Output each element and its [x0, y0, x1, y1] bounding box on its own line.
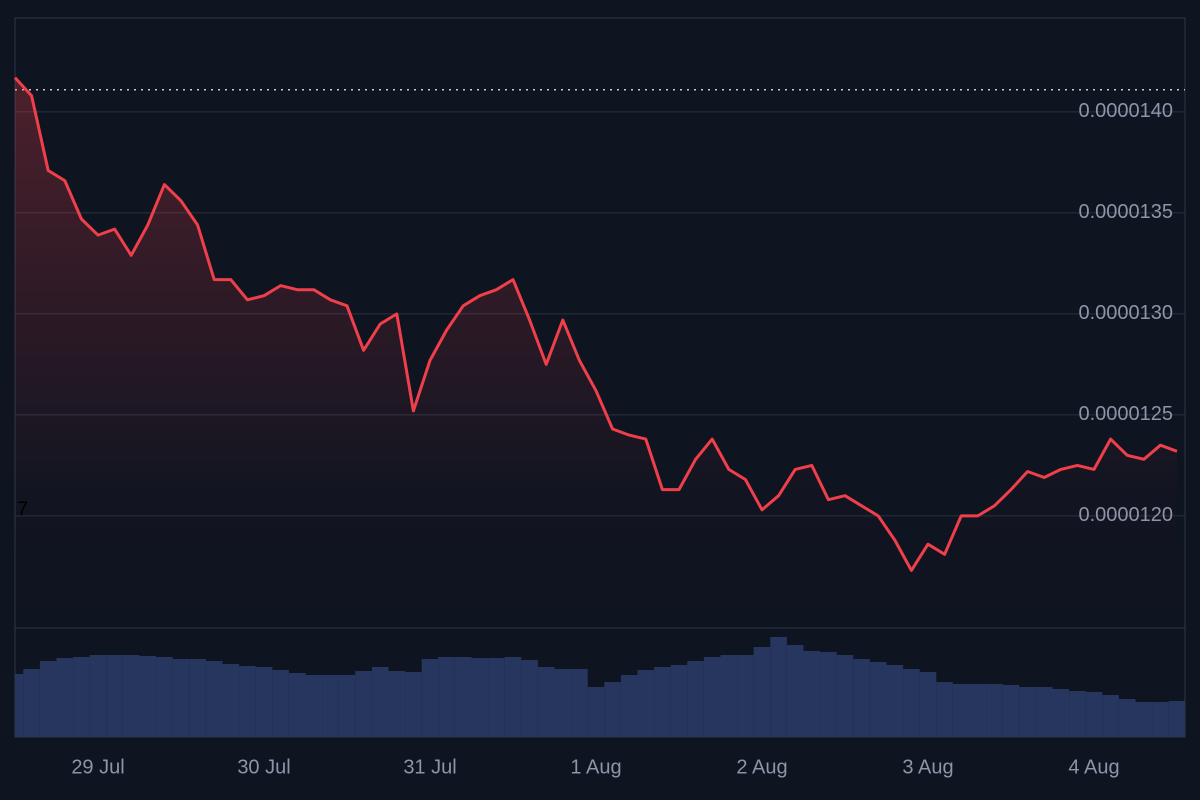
- volume-bar: [23, 669, 40, 737]
- volume-bar: [189, 659, 206, 737]
- volume-bar: [537, 667, 555, 737]
- volume-bar: [371, 667, 389, 737]
- volume-bar: [322, 675, 339, 737]
- volume-bar: [786, 645, 804, 737]
- volume-bar: [1168, 701, 1185, 737]
- volume-bar: [919, 672, 937, 737]
- volume-bar: [139, 656, 157, 737]
- volume-bar: [1118, 699, 1136, 737]
- volume-bar: [969, 684, 987, 737]
- volume-bar: [936, 682, 953, 737]
- volume-bar: [654, 667, 671, 737]
- volume-bar: [803, 651, 821, 737]
- annotation: 7: [17, 498, 28, 520]
- volume-bar: [56, 658, 74, 737]
- volume-bar: [687, 661, 704, 737]
- volume-bar: [106, 655, 123, 737]
- volume-bar: [886, 665, 904, 737]
- volume-bar: [869, 662, 887, 737]
- x-tick-label: 31 Jul: [403, 756, 456, 778]
- volume-bar: [255, 667, 273, 737]
- volume-bar: [986, 684, 1003, 737]
- volume-bar: [504, 657, 522, 737]
- volume-bar: [836, 655, 854, 737]
- volume-bar: [39, 661, 57, 737]
- volume-bar: [952, 684, 970, 737]
- volume-bar: [471, 658, 489, 737]
- volume-bar: [239, 666, 256, 737]
- volume-bar: [720, 655, 738, 737]
- price-line: [13, 76, 1178, 572]
- x-tick-label: 29 Jul: [71, 756, 124, 778]
- volume-bar: [338, 675, 356, 737]
- volume-bar: [15, 674, 24, 737]
- volume-bar: [222, 664, 240, 737]
- x-tick-label: 4 Aug: [1068, 756, 1119, 778]
- volume-bar: [1035, 687, 1053, 737]
- volume-bar: [488, 658, 505, 737]
- x-tick-label: 30 Jul: [237, 756, 290, 778]
- volume-bar: [421, 659, 439, 737]
- volume-bar: [521, 660, 538, 737]
- volume-bar: [122, 655, 140, 737]
- volume-bar: [703, 657, 721, 737]
- volume-bar: [620, 675, 638, 737]
- volume-bar: [454, 657, 472, 737]
- volume-bar: [1019, 687, 1036, 737]
- volume-bar: [1069, 691, 1086, 737]
- volume-bar: [753, 647, 771, 737]
- volume-bar: [1152, 702, 1169, 737]
- volume-bar: [737, 655, 754, 737]
- volume-bar: [1135, 702, 1153, 737]
- price-area: [15, 77, 1177, 629]
- volume-bar: [820, 652, 837, 737]
- x-tick-label: 2 Aug: [736, 756, 787, 778]
- volume-bar: [903, 669, 920, 737]
- volume-bar: [89, 655, 107, 737]
- volume-bar: [770, 637, 787, 737]
- volume-bar: [388, 671, 406, 737]
- volume-bar: [305, 675, 323, 737]
- y-tick-label: 0.0000140: [1078, 100, 1173, 122]
- volume-bar: [637, 670, 655, 737]
- volume-bar: [604, 682, 621, 737]
- volume-bar: [670, 665, 688, 737]
- volume-bar: [554, 669, 572, 737]
- volume-bar: [156, 657, 173, 737]
- volume-bar: [272, 670, 289, 737]
- volume-bar: [288, 673, 306, 737]
- volume-bar: [73, 657, 90, 737]
- volume-bar: [1052, 689, 1070, 737]
- volume-bar: [1002, 685, 1020, 737]
- volume-bar: [205, 661, 223, 737]
- volume-bar: [853, 659, 870, 737]
- volume-bar: [405, 672, 422, 737]
- volume-bar: [355, 671, 372, 737]
- volume-bar: [438, 657, 455, 737]
- y-tick-label: 0.0000130: [1078, 302, 1173, 324]
- volume-bar: [1102, 695, 1119, 737]
- x-tick-label: 1 Aug: [570, 756, 621, 778]
- y-tick-label: 0.0000135: [1078, 201, 1173, 223]
- x-tick-label: 3 Aug: [902, 756, 953, 778]
- volume-bar: [172, 659, 190, 737]
- volume-bar: [587, 687, 605, 737]
- volume-bar: [571, 669, 588, 737]
- volume-bar: [1085, 692, 1103, 737]
- y-tick-label: 0.0000125: [1078, 403, 1173, 425]
